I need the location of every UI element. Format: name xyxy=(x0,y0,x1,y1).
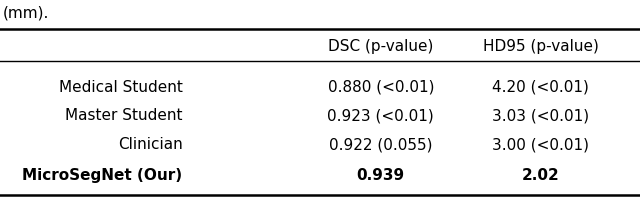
Text: Master Student: Master Student xyxy=(65,108,182,123)
Text: Clinician: Clinician xyxy=(118,136,182,151)
Text: 0.880 (<0.01): 0.880 (<0.01) xyxy=(328,79,434,94)
Text: 0.923 (<0.01): 0.923 (<0.01) xyxy=(328,108,434,123)
Text: Medical Student: Medical Student xyxy=(58,79,182,94)
Text: 0.939: 0.939 xyxy=(356,167,405,182)
Text: 2.02: 2.02 xyxy=(522,167,559,182)
Text: 3.03 (<0.01): 3.03 (<0.01) xyxy=(492,108,589,123)
Text: 0.922 (0.055): 0.922 (0.055) xyxy=(329,136,433,151)
Text: 4.20 (<0.01): 4.20 (<0.01) xyxy=(492,79,589,94)
Text: HD95 (p-value): HD95 (p-value) xyxy=(483,38,599,53)
Text: 3.00 (<0.01): 3.00 (<0.01) xyxy=(492,136,589,151)
Text: MicroSegNet (Our): MicroSegNet (Our) xyxy=(22,167,182,182)
Text: (mm).: (mm). xyxy=(3,5,49,20)
Text: DSC (p-value): DSC (p-value) xyxy=(328,38,433,53)
